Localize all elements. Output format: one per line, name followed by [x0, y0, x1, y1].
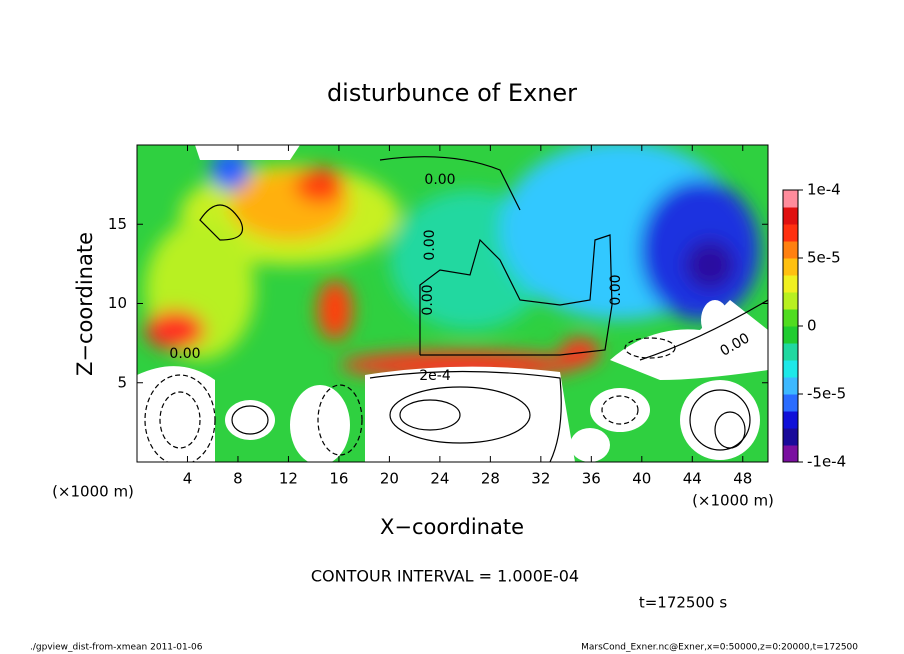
x-tick-label: 8	[233, 470, 243, 488]
y-tick-label: 5	[117, 373, 127, 391]
colorbar-segment	[783, 360, 798, 378]
x-tick-label: 28	[481, 470, 500, 488]
footer-left: ./gpview_dist-from-xmean 2011-01-06	[30, 643, 203, 653]
colorbar-tick-label: 1e-4	[807, 181, 841, 199]
x-tick-label: 12	[279, 470, 298, 488]
colorbar-segment	[783, 207, 798, 225]
colorbar	[783, 190, 798, 463]
colorbar-segment	[783, 241, 798, 259]
contour-label: 0.00	[608, 274, 624, 305]
x-tick-label: 44	[683, 470, 702, 488]
y-unit: (×1000 m)	[52, 483, 134, 501]
colorbar-segment	[783, 445, 798, 463]
colorbar-segment	[783, 343, 798, 361]
colorbar-segment	[783, 394, 798, 412]
field	[137, 145, 768, 462]
x-unit: (×1000 m)	[692, 492, 774, 510]
y-axis-label: Z−coordinate	[73, 232, 97, 376]
colorbar-segment	[783, 377, 798, 395]
colorbar-tick-label: -5e-5	[807, 385, 846, 403]
colorbar-segment	[783, 411, 798, 429]
colorbar-tick-label: 5e-5	[807, 249, 841, 267]
x-tick-label: 24	[430, 470, 449, 488]
colorbar-segment	[783, 224, 798, 242]
contour-label: 0.00	[424, 172, 455, 188]
colorbar-tick-label: -1e-4	[807, 453, 846, 471]
x-tick-label: 20	[380, 470, 399, 488]
colorbar-segment	[783, 326, 798, 344]
contour-interval: CONTOUR INTERVAL = 1.000E-04	[311, 567, 579, 586]
colorbar-segment	[783, 190, 798, 208]
colorbar-segment	[783, 275, 798, 293]
colorbar-segment	[783, 428, 798, 446]
x-tick-label: 32	[531, 470, 550, 488]
x-axis-label: X−coordinate	[380, 515, 524, 539]
y-tick-label: 15	[108, 215, 127, 233]
colorbar-tick-label: 0	[807, 317, 817, 335]
colorbar-segment	[783, 292, 798, 310]
footer-right: MarsCond_Exner.nc@Exner,x=0:50000,z=0:20…	[581, 643, 858, 653]
x-tick-label: 36	[582, 470, 601, 488]
chart-title: disturbunce of Exner	[327, 79, 577, 107]
colorbar-segment	[783, 309, 798, 327]
contour-label: 2e-4	[419, 368, 451, 384]
contour-label: 0.00	[422, 229, 438, 260]
x-tick-label: 16	[329, 470, 348, 488]
x-tick-label: 48	[733, 470, 752, 488]
contour-label: 0.00	[169, 346, 200, 362]
colorbar-segment	[783, 258, 798, 276]
x-tick-label: 40	[632, 470, 651, 488]
x-tick-label: 4	[183, 470, 193, 488]
y-tick-label: 10	[108, 294, 127, 312]
time-label: t=172500 s	[639, 594, 727, 612]
contour-label: 0.00	[420, 284, 436, 315]
